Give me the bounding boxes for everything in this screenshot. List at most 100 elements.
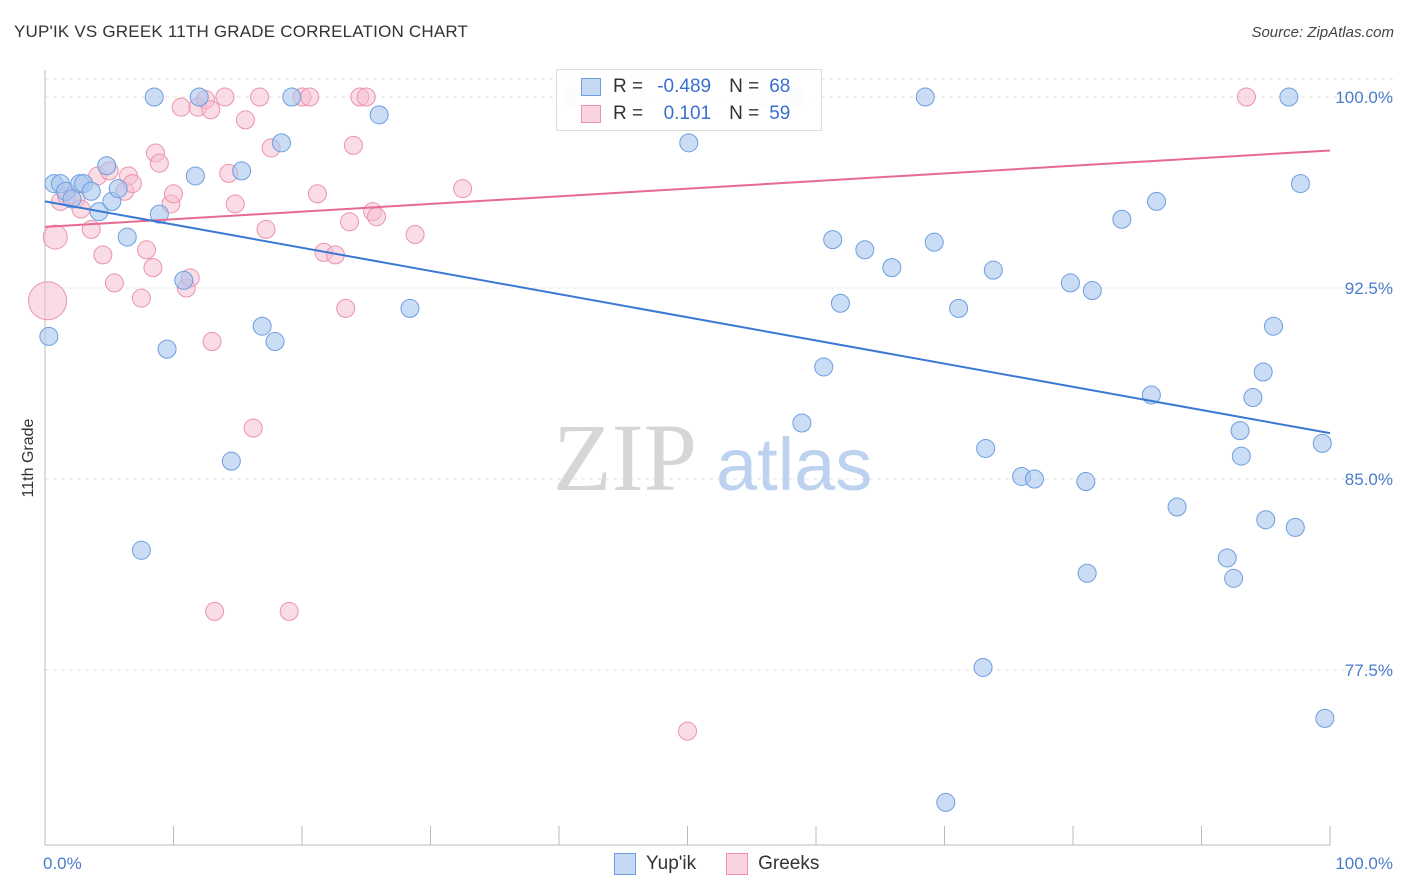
data-point-greeks: [336, 298, 356, 318]
data-point-yupik: [144, 87, 164, 107]
data-point-yupik: [1060, 273, 1080, 293]
data-point-yupik: [117, 227, 137, 247]
data-point-yupik: [855, 240, 875, 260]
watermark-zip: ZIP: [553, 404, 697, 511]
series-legend: Yup'ik Greeks: [614, 853, 849, 875]
data-point-greeks: [340, 212, 360, 232]
trend-lines: [44, 149, 1331, 435]
data-point-yupik: [1285, 517, 1305, 537]
data-point-greeks: [678, 721, 697, 741]
data-point-yupik: [271, 133, 291, 153]
n-label: N =: [729, 76, 760, 97]
r-label: R =: [613, 103, 644, 124]
data-point-greeks: [201, 100, 221, 120]
data-point-yupik: [1231, 446, 1251, 466]
data-point-yupik: [1312, 433, 1332, 453]
data-point-greeks: [307, 184, 327, 204]
data-point-greeks: [225, 194, 245, 214]
r-value-greeks: 0.101: [663, 103, 712, 124]
data-point-greeks: [205, 601, 225, 621]
data-point-yupik: [232, 161, 252, 181]
x-tick-labels: 0.0% 100.0%: [43, 854, 1393, 873]
data-point-yupik: [369, 105, 389, 125]
blue-swatch: [614, 853, 636, 875]
data-point-yupik: [976, 438, 996, 458]
axes: [44, 70, 1331, 846]
data-point-yupik: [1147, 191, 1167, 211]
legend-item-greeks: Greeks: [726, 853, 819, 875]
data-point-yupik: [149, 204, 169, 224]
data-point-yupik: [252, 316, 272, 336]
data-point-yupik: [221, 451, 241, 471]
data-point-yupik: [282, 87, 302, 107]
data-point-greeks: [256, 219, 276, 239]
trend-line-greeks: [44, 149, 1331, 228]
data-point-greeks: [343, 135, 363, 155]
data-point-yupik: [39, 326, 59, 346]
data-point-greeks: [250, 87, 270, 107]
data-point-yupik: [973, 657, 993, 677]
data-point-yupik: [814, 357, 834, 377]
data-point-greeks: [149, 153, 169, 173]
data-point-yupik: [1224, 568, 1244, 588]
data-point-greeks: [453, 179, 473, 199]
watermark-atlas: atlas: [716, 423, 872, 506]
watermark: ZIP atlas: [553, 404, 872, 511]
legend-item-yupik: Yup'ik: [614, 853, 696, 875]
data-point-yupik: [1290, 174, 1310, 194]
data-point-greeks: [300, 87, 320, 107]
data-point-yupik: [1263, 316, 1283, 336]
data-point-yupik: [983, 260, 1003, 280]
data-point-yupik: [679, 133, 699, 153]
data-point-greeks: [42, 224, 68, 250]
n-value-greeks: 59: [769, 103, 791, 124]
r-value-yupik: -0.489: [657, 76, 712, 97]
legend-label-yupik: Yup'ik: [646, 853, 697, 874]
y-tick-label: 77.5%: [1345, 661, 1393, 680]
data-point-greeks: [164, 184, 183, 204]
correlation-legend: R = -0.489 N = 68 R = 0.101 N = 59: [556, 69, 822, 131]
data-point-yupik: [97, 156, 117, 176]
x-tick-label: 0.0%: [43, 854, 82, 873]
data-point-greeks: [171, 97, 191, 117]
data-point-greeks: [235, 110, 255, 130]
data-point-greeks: [243, 418, 263, 438]
data-point-yupik: [949, 298, 969, 318]
data-point-yupik: [1167, 497, 1187, 517]
data-point-yupik: [265, 331, 285, 351]
y-tick-label: 92.5%: [1345, 279, 1393, 298]
data-point-yupik: [1279, 87, 1299, 107]
data-point-yupik: [131, 540, 151, 560]
data-point-greeks: [202, 331, 222, 351]
legend-row-yupik: R = -0.489 N = 68: [581, 74, 790, 100]
r-label: R =: [613, 76, 644, 97]
blue-swatch: [581, 78, 601, 96]
pink-swatch: [581, 105, 601, 123]
n-value-yupik: 68: [769, 76, 791, 97]
data-point-yupik: [400, 298, 420, 318]
data-point-greeks: [104, 273, 124, 293]
data-point-yupik: [1256, 510, 1276, 530]
data-point-yupik: [792, 413, 812, 433]
data-point-yupik: [823, 230, 843, 250]
data-point-greeks: [143, 258, 163, 278]
pink-swatch: [726, 853, 749, 875]
data-point-yupik: [1217, 548, 1237, 568]
data-point-greeks: [131, 288, 151, 308]
data-point-yupik: [924, 232, 944, 252]
source-label: Source: ZipAtlas.com: [1251, 24, 1394, 41]
n-label: N =: [729, 103, 760, 124]
data-point-yupik: [62, 189, 82, 209]
data-point-yupik: [830, 293, 850, 313]
data-point-yupik: [1253, 362, 1273, 382]
legend-row-greeks: R = 0.101 N = 59: [581, 101, 790, 127]
data-point-greeks: [367, 207, 387, 227]
data-point-greeks: [215, 87, 235, 107]
y-tick-labels: 77.5% 85.0% 92.5% 100.0%: [1335, 88, 1393, 680]
trend-line-yupik: [44, 200, 1331, 435]
data-point-greeks: [28, 281, 68, 321]
data-point-yupik: [185, 166, 205, 186]
data-point-greeks: [137, 240, 157, 260]
legend-label-greeks: Greeks: [758, 853, 820, 874]
